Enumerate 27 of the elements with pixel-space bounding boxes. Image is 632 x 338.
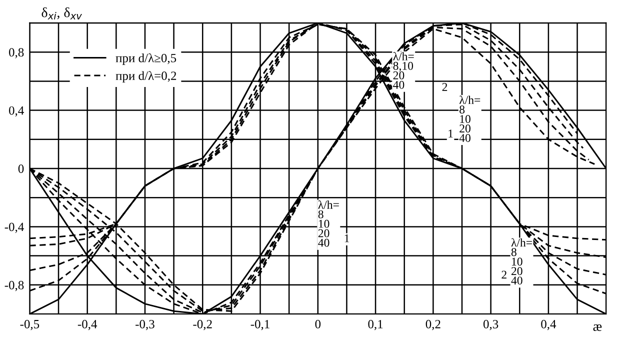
- annotation: 1: [448, 130, 453, 138]
- y-tick-label: -0,4: [4, 222, 24, 233]
- annotation: 1: [344, 234, 350, 242]
- x-tick-label: -0,1: [250, 320, 270, 330]
- annotation: 2: [502, 270, 506, 279]
- annotation: λ/h= 8 10 20 40: [511, 238, 532, 285]
- x-tick-label: -0,2: [193, 320, 212, 330]
- annotation: λ/h= 8 10 20 40: [318, 200, 339, 247]
- x-tick-label: -0,4: [78, 320, 98, 330]
- x-axis-title: æ: [593, 324, 602, 332]
- annotation: 2: [442, 83, 448, 91]
- x-tick-label: -0,5: [20, 320, 40, 330]
- x-tick-label: 0,2: [426, 320, 440, 330]
- y-tick-label: 0: [18, 164, 24, 173]
- legend-label: при d/λ≥0,5: [116, 53, 176, 65]
- annotation: λ/h= 8,10 20 40: [393, 52, 414, 89]
- y-axis-title: δ$_{xi}$, δ$_{xv}$: [42, 7, 82, 20]
- x-tick-label: 0: [315, 320, 321, 328]
- y-tick-label: 0,8: [9, 48, 24, 58]
- y-tick-label: -0,8: [4, 280, 24, 292]
- y-tick-label: 0,4: [9, 106, 24, 117]
- x-tick-label: 0,4: [541, 320, 556, 330]
- legend-label: при d/λ=0,2: [116, 71, 176, 83]
- x-tick-label: 0,1: [368, 320, 383, 330]
- x-tick-label: 0,3: [483, 320, 498, 330]
- annotation: λ/h= 8 10 20 40: [459, 96, 480, 142]
- x-tick-label: -0,3: [136, 320, 154, 330]
